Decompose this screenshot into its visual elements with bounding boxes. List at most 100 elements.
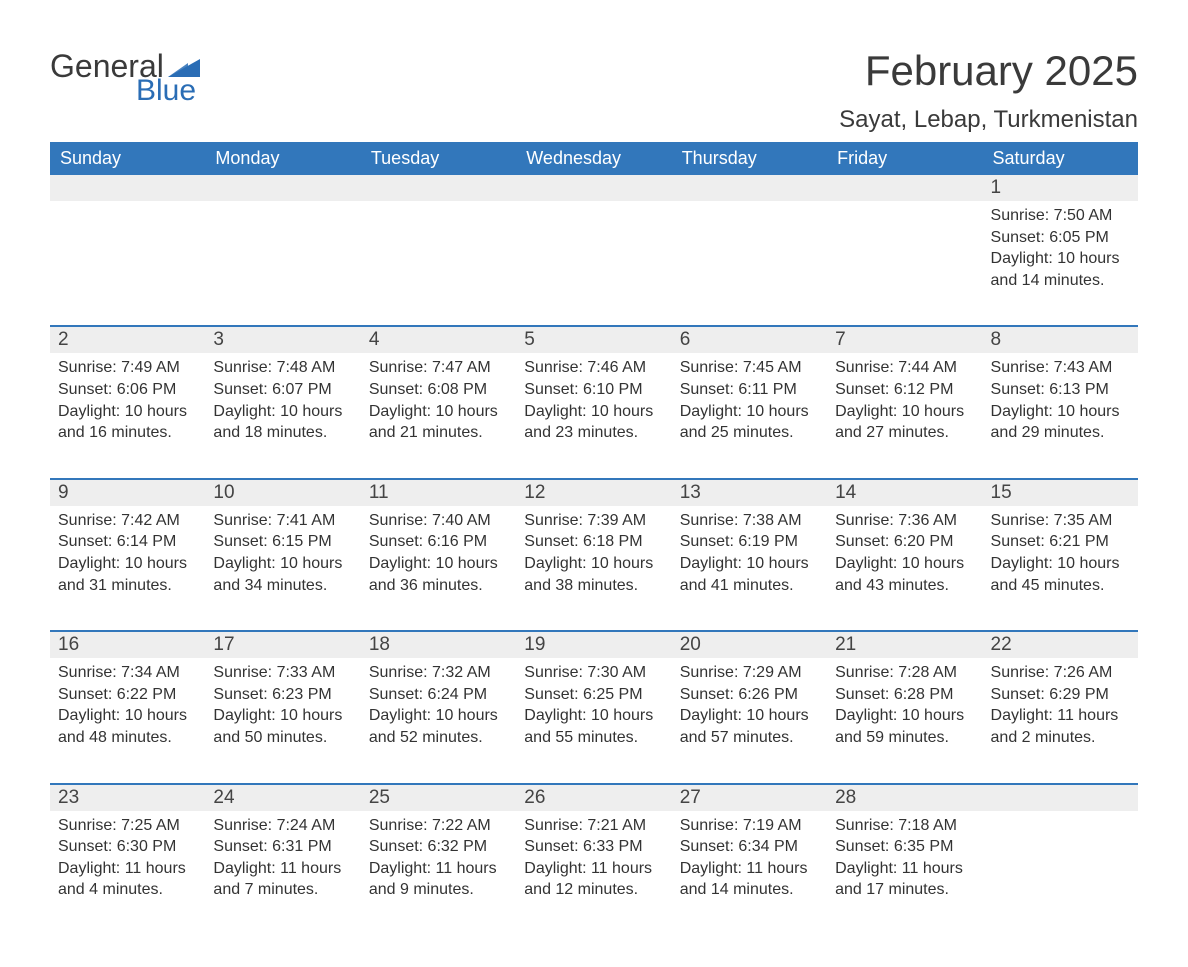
day-body: Sunrise: 7:28 AMSunset: 6:28 PMDaylight:…: [827, 658, 982, 754]
sunset-line: Sunset: 6:15 PM: [213, 531, 352, 553]
calendar-cell: 17Sunrise: 7:33 AMSunset: 6:23 PMDayligh…: [205, 632, 360, 754]
sunset-line: Sunset: 6:32 PM: [369, 836, 508, 858]
calendar-cell: 6Sunrise: 7:45 AMSunset: 6:11 PMDaylight…: [672, 327, 827, 449]
calendar-cell: 27Sunrise: 7:19 AMSunset: 6:34 PMDayligh…: [672, 785, 827, 907]
day-body: Sunrise: 7:35 AMSunset: 6:21 PMDaylight:…: [983, 506, 1138, 602]
sunset-line: Sunset: 6:18 PM: [524, 531, 663, 553]
daylight-line: Daylight: 10 hours and 16 minutes.: [58, 401, 197, 444]
calendar-cell: [361, 175, 516, 297]
title-block: February 2025 Sayat, Lebap, Turkmenistan: [839, 50, 1138, 134]
sunrise-line: Sunrise: 7:41 AM: [213, 510, 352, 532]
day-body: Sunrise: 7:26 AMSunset: 6:29 PMDaylight:…: [983, 658, 1138, 754]
sunrise-line: Sunrise: 7:18 AM: [835, 815, 974, 837]
calendar-cell: 10Sunrise: 7:41 AMSunset: 6:15 PMDayligh…: [205, 480, 360, 602]
calendar-cell: 13Sunrise: 7:38 AMSunset: 6:19 PMDayligh…: [672, 480, 827, 602]
sunrise-line: Sunrise: 7:50 AM: [991, 205, 1130, 227]
day-body: Sunrise: 7:33 AMSunset: 6:23 PMDaylight:…: [205, 658, 360, 754]
weekday-header: Saturday: [983, 142, 1138, 175]
daylight-line: Daylight: 10 hours and 48 minutes.: [58, 705, 197, 748]
sunset-line: Sunset: 6:12 PM: [835, 379, 974, 401]
day-number: 22: [983, 632, 1138, 658]
day-body: Sunrise: 7:41 AMSunset: 6:15 PMDaylight:…: [205, 506, 360, 602]
sunrise-line: Sunrise: 7:45 AM: [680, 357, 819, 379]
day-body: Sunrise: 7:25 AMSunset: 6:30 PMDaylight:…: [50, 811, 205, 907]
calendar-cell: [516, 175, 671, 297]
sunrise-line: Sunrise: 7:21 AM: [524, 815, 663, 837]
day-body: Sunrise: 7:45 AMSunset: 6:11 PMDaylight:…: [672, 353, 827, 449]
day-number: 5: [516, 327, 671, 353]
sunrise-line: Sunrise: 7:36 AM: [835, 510, 974, 532]
weekday-header: Thursday: [672, 142, 827, 175]
day-number: 19: [516, 632, 671, 658]
sunrise-line: Sunrise: 7:46 AM: [524, 357, 663, 379]
sunset-line: Sunset: 6:10 PM: [524, 379, 663, 401]
calendar-cell: 22Sunrise: 7:26 AMSunset: 6:29 PMDayligh…: [983, 632, 1138, 754]
daylight-line: Daylight: 10 hours and 50 minutes.: [213, 705, 352, 748]
calendar-week: 2Sunrise: 7:49 AMSunset: 6:06 PMDaylight…: [50, 325, 1138, 449]
sunset-line: Sunset: 6:29 PM: [991, 684, 1130, 706]
weekday-header: Sunday: [50, 142, 205, 175]
day-number: 2: [50, 327, 205, 353]
day-number: 8: [983, 327, 1138, 353]
sunset-line: Sunset: 6:24 PM: [369, 684, 508, 706]
day-number: 16: [50, 632, 205, 658]
sunrise-line: Sunrise: 7:34 AM: [58, 662, 197, 684]
calendar-cell: 26Sunrise: 7:21 AMSunset: 6:33 PMDayligh…: [516, 785, 671, 907]
calendar-cell: 21Sunrise: 7:28 AMSunset: 6:28 PMDayligh…: [827, 632, 982, 754]
daylight-line: Daylight: 10 hours and 14 minutes.: [991, 248, 1130, 291]
day-number: 14: [827, 480, 982, 506]
calendar-cell: 16 Sunrise: 7:34 AMSunset: 6:22 PMDayligh…: [50, 632, 205, 754]
day-number: [827, 175, 982, 201]
sunrise-line: Sunrise: 7:38 AM: [680, 510, 819, 532]
day-body: [983, 811, 1138, 821]
day-number: 1: [983, 175, 1138, 201]
calendar-cell: 4Sunrise: 7:47 AMSunset: 6:08 PMDaylight…: [361, 327, 516, 449]
sunset-line: Sunset: 6:14 PM: [58, 531, 197, 553]
sunrise-line: Sunrise: 7:39 AM: [524, 510, 663, 532]
day-number: 26: [516, 785, 671, 811]
day-body: Sunrise: 7:44 AMSunset: 6:12 PMDaylight:…: [827, 353, 982, 449]
day-body: Sunrise: 7:32 AMSunset: 6:24 PMDaylight:…: [361, 658, 516, 754]
daylight-line: Daylight: 10 hours and 34 minutes.: [213, 553, 352, 596]
calendar-cell: 20Sunrise: 7:29 AMSunset: 6:26 PMDayligh…: [672, 632, 827, 754]
sunrise-line: Sunrise: 7:40 AM: [369, 510, 508, 532]
sunset-line: Sunset: 6:06 PM: [58, 379, 197, 401]
day-body: Sunrise: 7:30 AMSunset: 6:25 PMDaylight:…: [516, 658, 671, 754]
calendar-cell: 2Sunrise: 7:49 AMSunset: 6:06 PMDaylight…: [50, 327, 205, 449]
logo: General Blue: [50, 50, 200, 106]
daylight-line: Daylight: 11 hours and 17 minutes.: [835, 858, 974, 901]
day-number: [205, 175, 360, 201]
day-number: 9: [50, 480, 205, 506]
daylight-line: Daylight: 10 hours and 29 minutes.: [991, 401, 1130, 444]
daylight-line: Daylight: 10 hours and 18 minutes.: [213, 401, 352, 444]
sunrise-line: Sunrise: 7:35 AM: [991, 510, 1130, 532]
calendar-cell: [983, 785, 1138, 907]
sunrise-line: Sunrise: 7:30 AM: [524, 662, 663, 684]
sunset-line: Sunset: 6:34 PM: [680, 836, 819, 858]
daylight-line: Daylight: 10 hours and 21 minutes.: [369, 401, 508, 444]
daylight-line: Daylight: 10 hours and 55 minutes.: [524, 705, 663, 748]
daylight-line: Daylight: 11 hours and 7 minutes.: [213, 858, 352, 901]
day-number: 25: [361, 785, 516, 811]
weekday-header: Tuesday: [361, 142, 516, 175]
day-body: Sunrise: 7:18 AMSunset: 6:35 PMDaylight:…: [827, 811, 982, 907]
day-body: Sunrise: 7:24 AMSunset: 6:31 PMDaylight:…: [205, 811, 360, 907]
page-header: General Blue February 2025 Sayat, Lebap,…: [50, 50, 1138, 134]
day-number: 28: [827, 785, 982, 811]
calendar-cell: 18Sunrise: 7:32 AMSunset: 6:24 PMDayligh…: [361, 632, 516, 754]
weekday-header: Monday: [205, 142, 360, 175]
day-number: 17: [205, 632, 360, 658]
sunset-line: Sunset: 6:22 PM: [58, 684, 197, 706]
calendar-cell: [827, 175, 982, 297]
calendar-cell: 15Sunrise: 7:35 AMSunset: 6:21 PMDayligh…: [983, 480, 1138, 602]
calendar-cell: 28Sunrise: 7:18 AMSunset: 6:35 PMDayligh…: [827, 785, 982, 907]
sunrise-line: Sunrise: 7:47 AM: [369, 357, 508, 379]
calendar-week: 1Sunrise: 7:50 AMSunset: 6:05 PMDaylight…: [50, 175, 1138, 297]
day-body: [516, 201, 671, 211]
day-number: 18: [361, 632, 516, 658]
sunset-line: Sunset: 6:21 PM: [991, 531, 1130, 553]
day-body: [50, 201, 205, 211]
daylight-line: Daylight: 10 hours and 36 minutes.: [369, 553, 508, 596]
daylight-line: Daylight: 10 hours and 25 minutes.: [680, 401, 819, 444]
day-body: Sunrise: 7:50 AMSunset: 6:05 PMDaylight:…: [983, 201, 1138, 297]
